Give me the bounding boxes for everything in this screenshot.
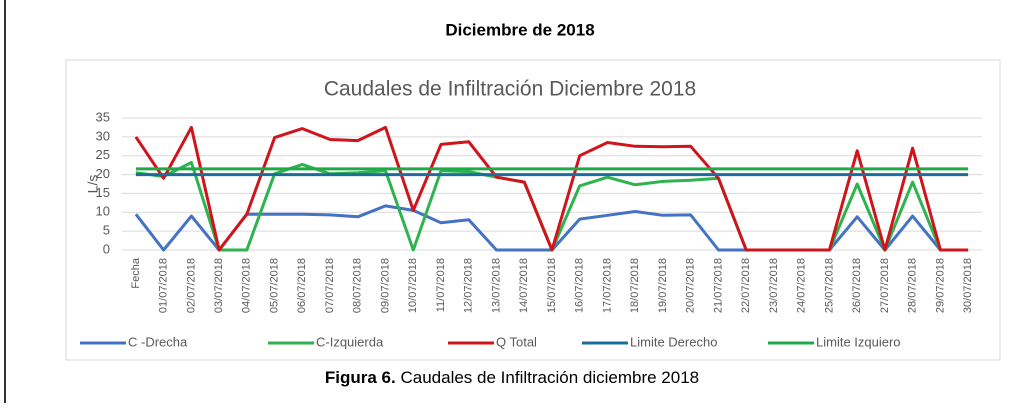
x-tick-label: Fecha: [130, 257, 142, 288]
x-tick-label: 12/07/2018: [463, 258, 475, 313]
x-tick-label: 05/07/2018: [268, 258, 280, 313]
y-tick-label: 30: [96, 128, 110, 143]
x-tick-label: 11/07/2018: [435, 258, 447, 312]
y-tick-label: 20: [96, 166, 110, 181]
x-tick-label: 15/07/2018: [546, 258, 558, 313]
y-tick-label: 35: [96, 109, 110, 124]
legend-label: C -Drecha: [128, 334, 188, 349]
x-tick-label: 06/07/2018: [296, 258, 308, 313]
header: Diciembre de 2018: [445, 20, 594, 39]
x-tick-label: 13/07/2018: [490, 258, 502, 313]
x-tick-label: 26/07/2018: [851, 258, 863, 313]
caption-text: Caudales de Infiltración diciembre 2018: [400, 368, 699, 387]
x-tick-label: 19/07/2018: [657, 258, 669, 313]
x-tick-label: 16/07/2018: [574, 258, 586, 313]
y-tick-label: 25: [96, 147, 110, 162]
x-tick-label: 20/07/2018: [685, 258, 697, 313]
x-tick-label: 29/07/2018: [934, 258, 946, 313]
y-axis-label: L/s: [85, 175, 101, 194]
x-tick-label: 14/07/2018: [518, 258, 530, 313]
x-tick-label: 01/07/2018: [158, 258, 170, 313]
x-tick-label: 18/07/2018: [629, 258, 641, 313]
series-line: [134, 125, 969, 252]
y-tick-label: 5: [103, 223, 110, 238]
chart-title: Caudales de Infiltración Diciembre 2018: [324, 78, 696, 101]
legend-label: Limite Derecho: [630, 334, 717, 349]
x-tick-label: 02/07/2018: [185, 258, 197, 313]
legend-label: Q Total: [496, 334, 537, 349]
x-tick-label: 27/07/2018: [879, 258, 891, 313]
x-tick-label: 08/07/2018: [352, 258, 364, 313]
x-tick-label: 21/07/2018: [712, 258, 724, 313]
x-tick-label: 30/07/2018: [962, 258, 974, 313]
x-tick-label: 28/07/2018: [907, 258, 919, 313]
x-tick-label: 04/07/2018: [241, 258, 253, 313]
y-tick-label: 15: [96, 185, 110, 200]
x-tick-label: 17/07/2018: [601, 258, 613, 313]
x-tick-label: 22/07/2018: [740, 258, 752, 313]
caption-label: Figura 6.: [325, 368, 396, 387]
x-tick-label: 09/07/2018: [379, 258, 391, 313]
legend-label: Limite Izquiero: [816, 334, 901, 349]
chart-frame: [65, 59, 1001, 361]
x-tick-label: 25/07/2018: [823, 258, 835, 313]
caption: Figura 6. Caudales de Infiltración dicie…: [325, 368, 699, 387]
y-tick-label: 0: [103, 241, 110, 256]
y-tick-label: 10: [96, 204, 110, 219]
x-tick-label: 23/07/2018: [768, 258, 780, 313]
x-tick-label: 07/07/2018: [324, 258, 336, 313]
x-tick-label: 03/07/2018: [213, 258, 225, 313]
legend-label: C-Izquierda: [316, 334, 384, 349]
x-tick-label: 24/07/2018: [796, 258, 808, 313]
x-tick-label: 10/07/2018: [407, 258, 419, 313]
